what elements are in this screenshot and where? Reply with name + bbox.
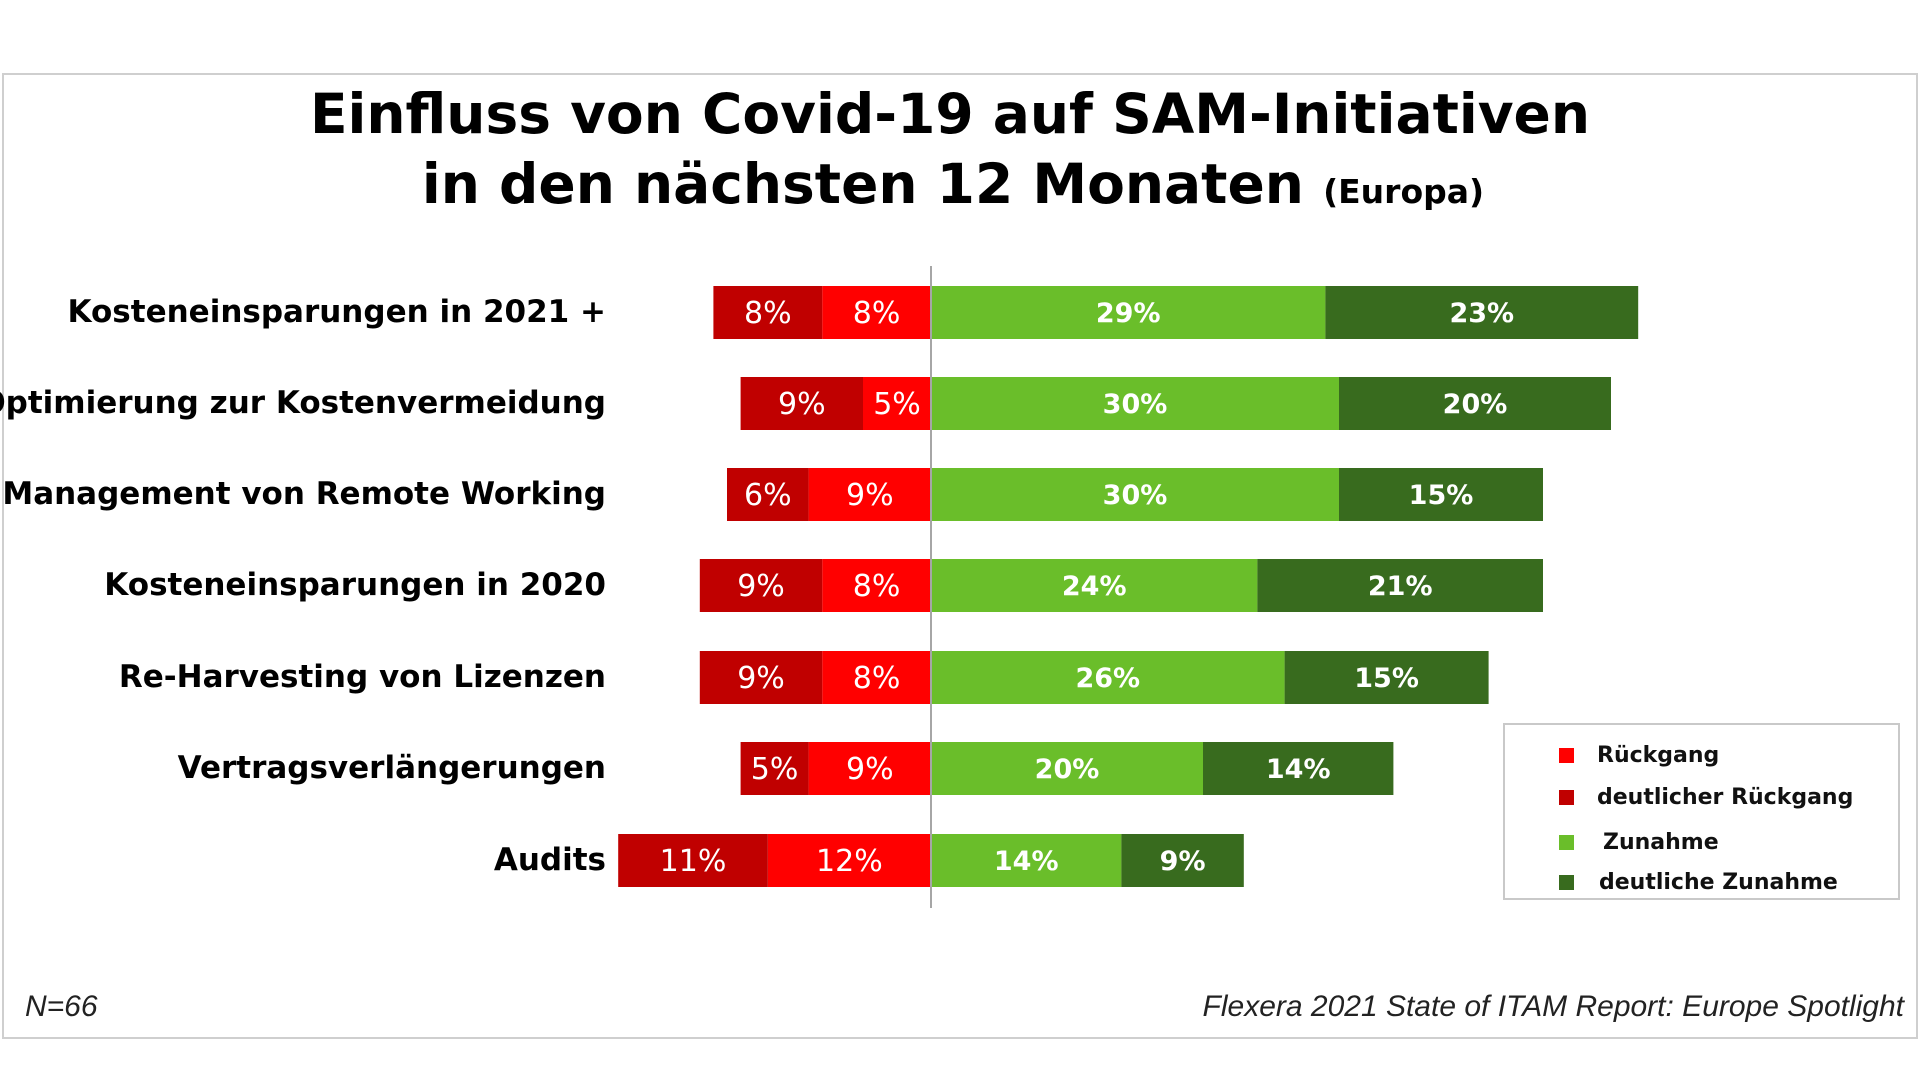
data-label-zunahme-audits: 14% bbox=[994, 846, 1059, 877]
bar-deutlicher-rueckgang-optimierung-zur-kostenvermeidung bbox=[740, 377, 863, 430]
data-label-deutliche-zunahme-management-von-remote-working: 15% bbox=[1409, 480, 1474, 511]
legend-label-deutlicher-rueckgang: deutlicher Rückgang bbox=[1597, 784, 1854, 810]
data-label-rueckgang-vertragsverlaengerungen: 9% bbox=[846, 752, 894, 787]
category-label-vertragsverlaengerungen: Vertragsverlängerungen bbox=[178, 750, 606, 786]
bar-deutlicher-rueckgang-kosteneinsparungen-in-2020 bbox=[699, 559, 823, 612]
data-label-zunahme-optimierung-zur-kostenvermeidung: 30% bbox=[1103, 389, 1168, 420]
bar-zunahme-re-harvesting-von-lizenzen bbox=[931, 651, 1285, 704]
bar-deutlicher-rueckgang-re-harvesting-von-lizenzen bbox=[699, 651, 823, 704]
bar-deutliche-zunahme-kosteneinsparungen-in-2020 bbox=[1257, 559, 1543, 612]
bar-deutliche-zunahme-audits bbox=[1121, 834, 1244, 887]
data-label-deutlicher-rueckgang-optimierung-zur-kostenvermeidung: 9% bbox=[778, 387, 826, 422]
bar-deutlicher-rueckgang-vertragsverlaengerungen bbox=[740, 742, 809, 795]
data-label-rueckgang-audits: 12% bbox=[816, 844, 883, 879]
data-label-zunahme-kosteneinsparungen-in-2020: 24% bbox=[1062, 571, 1127, 602]
category-label-re-harvesting-von-lizenzen: Re-Harvesting von Lizenzen bbox=[119, 659, 606, 695]
data-label-rueckgang-re-harvesting-von-lizenzen: 8% bbox=[853, 661, 901, 696]
data-label-deutlicher-rueckgang-management-von-remote-working: 6% bbox=[744, 478, 792, 513]
bar-deutlicher-rueckgang-management-von-remote-working bbox=[727, 468, 809, 521]
legend-item-rueckgang: Rückgang bbox=[1559, 740, 1719, 770]
bar-deutliche-zunahme-management-von-remote-working bbox=[1339, 468, 1543, 521]
category-label-management-von-remote-working: Management von Remote Working bbox=[2, 476, 606, 512]
data-label-deutliche-zunahme-kosteneinsparungen-in-2021: 23% bbox=[1449, 298, 1514, 329]
bar-deutliche-zunahme-vertragsverlaengerungen bbox=[1203, 742, 1394, 795]
data-label-deutlicher-rueckgang-vertragsverlaengerungen: 5% bbox=[751, 752, 799, 787]
data-label-deutliche-zunahme-optimierung-zur-kostenvermeidung: 20% bbox=[1443, 389, 1508, 420]
legend-label-deutliche-zunahme: deutliche Zunahme bbox=[1599, 869, 1838, 895]
bar-rueckgang-vertragsverlaengerungen bbox=[808, 742, 931, 795]
data-label-rueckgang-optimierung-zur-kostenvermeidung: 5% bbox=[873, 387, 921, 422]
data-label-deutlicher-rueckgang-re-harvesting-von-lizenzen: 9% bbox=[737, 661, 785, 696]
bar-zunahme-optimierung-zur-kostenvermeidung bbox=[931, 377, 1339, 430]
legend-label-zunahme: Zunahme bbox=[1603, 829, 1719, 855]
bar-deutlicher-rueckgang-kosteneinsparungen-in-2021 bbox=[713, 286, 823, 339]
bar-zunahme-kosteneinsparungen-in-2021 bbox=[931, 286, 1326, 339]
legend-swatch-deutliche-zunahme bbox=[1559, 874, 1574, 890]
legend-item-deutlicher-rueckgang: deutlicher Rückgang bbox=[1559, 782, 1853, 812]
sample-size-note: N=66 bbox=[25, 990, 98, 1023]
bar-rueckgang-management-von-remote-working bbox=[808, 468, 931, 521]
bar-rueckgang-optimierung-zur-kostenvermeidung bbox=[863, 377, 931, 430]
bar-rueckgang-kosteneinsparungen-in-2021 bbox=[822, 286, 931, 339]
category-label-audits: Audits bbox=[494, 842, 606, 878]
legend-label-rueckgang: Rückgang bbox=[1597, 742, 1720, 768]
bar-deutliche-zunahme-optimierung-zur-kostenvermeidung bbox=[1339, 377, 1611, 430]
category-label-optimierung-zur-kostenvermeidung: Optimierung zur Kostenvermeidung bbox=[0, 385, 606, 421]
data-label-deutliche-zunahme-kosteneinsparungen-in-2020: 21% bbox=[1368, 571, 1433, 602]
chart-title: Einfluss von Covid-19 auf SAM-Initiative… bbox=[309, 82, 1591, 146]
data-label-deutliche-zunahme-vertragsverlaengerungen: 14% bbox=[1266, 754, 1331, 785]
bar-zunahme-kosteneinsparungen-in-2020 bbox=[931, 559, 1258, 612]
data-label-zunahme-re-harvesting-von-lizenzen: 26% bbox=[1075, 663, 1140, 694]
bar-rueckgang-audits bbox=[767, 834, 931, 887]
chart-subtitle: in den nächsten 12 Monaten (Europa) bbox=[0, 152, 1913, 216]
data-label-zunahme-kosteneinsparungen-in-2021: 29% bbox=[1096, 298, 1161, 329]
legend-item-zunahme: Zunahme bbox=[1559, 827, 1719, 857]
bar-zunahme-management-von-remote-working bbox=[931, 468, 1339, 521]
bar-deutliche-zunahme-re-harvesting-von-lizenzen bbox=[1284, 651, 1489, 704]
category-label-kosteneinsparungen-in-2020: Kosteneinsparungen in 2020 bbox=[104, 567, 606, 603]
chart-frame bbox=[2, 73, 1918, 1039]
bar-rueckgang-re-harvesting-von-lizenzen bbox=[822, 651, 931, 704]
chart-subtitle-region: (Europa) bbox=[1323, 172, 1485, 211]
bar-zunahme-vertragsverlaengerungen bbox=[931, 742, 1203, 795]
bar-deutliche-zunahme-kosteneinsparungen-in-2021 bbox=[1325, 286, 1639, 339]
data-label-deutliche-zunahme-re-harvesting-von-lizenzen: 15% bbox=[1354, 663, 1419, 694]
data-label-rueckgang-kosteneinsparungen-in-2021: 8% bbox=[853, 296, 901, 331]
legend: Rückgang deutlicher Rückgang Zunahme deu… bbox=[1503, 723, 1900, 900]
data-label-deutlicher-rueckgang-kosteneinsparungen-in-2021: 8% bbox=[744, 296, 792, 331]
bar-zunahme-audits bbox=[931, 834, 1122, 887]
legend-swatch-rueckgang bbox=[1559, 747, 1574, 763]
source-note: Flexera 2021 State of ITAM Report: Europ… bbox=[1202, 990, 1904, 1023]
data-label-deutliche-zunahme-audits: 9% bbox=[1160, 846, 1206, 877]
legend-swatch-zunahme bbox=[1559, 834, 1574, 850]
legend-item-deutliche-zunahme: deutliche Zunahme bbox=[1559, 867, 1838, 897]
category-label-kosteneinsparungen-in-2021: Kosteneinsparungen in 2021 + bbox=[68, 294, 606, 330]
data-label-deutlicher-rueckgang-audits: 11% bbox=[660, 844, 727, 879]
data-label-zunahme-management-von-remote-working: 30% bbox=[1103, 480, 1168, 511]
data-label-rueckgang-kosteneinsparungen-in-2020: 8% bbox=[853, 569, 901, 604]
data-label-zunahme-vertragsverlaengerungen: 20% bbox=[1035, 754, 1100, 785]
legend-swatch-deutlicher-rueckgang bbox=[1559, 789, 1574, 805]
data-label-deutlicher-rueckgang-kosteneinsparungen-in-2020: 9% bbox=[737, 569, 785, 604]
bar-deutlicher-rueckgang-audits bbox=[618, 834, 768, 887]
bar-rueckgang-kosteneinsparungen-in-2020 bbox=[822, 559, 931, 612]
chart-subtitle-main: in den nächsten 12 Monaten bbox=[421, 152, 1304, 216]
data-label-rueckgang-management-von-remote-working: 9% bbox=[846, 478, 894, 513]
